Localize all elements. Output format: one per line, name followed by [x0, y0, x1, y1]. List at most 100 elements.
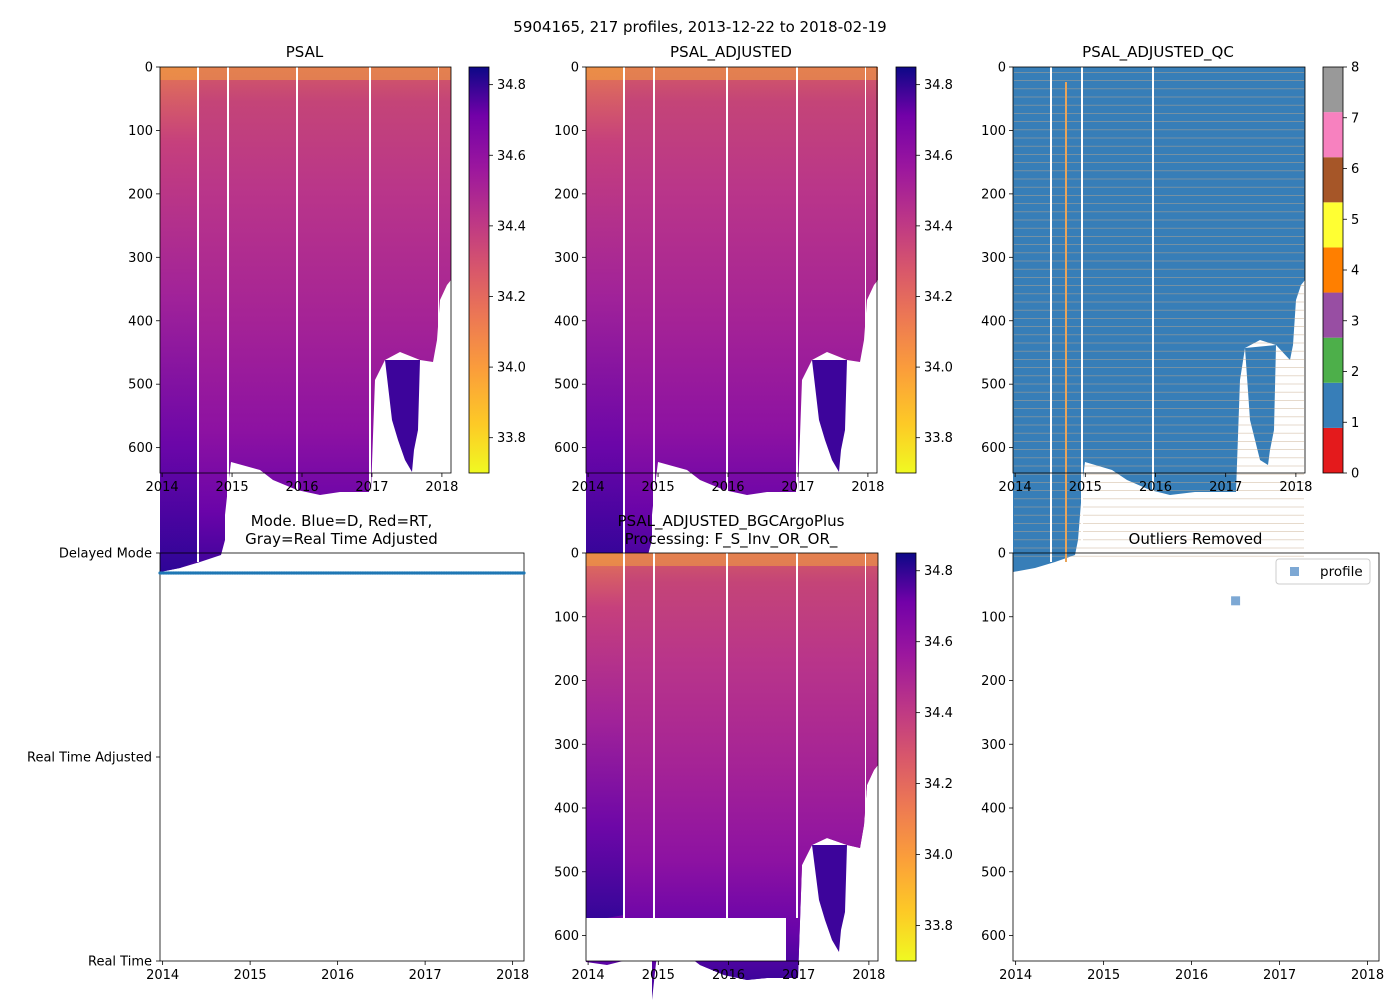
qc-flag-stripe [1014, 416, 1304, 418]
psal-qc-xtick-label: 2015 [1069, 480, 1102, 495]
psal-bgc-ytick-label: 300 [554, 738, 579, 753]
qc-flag-stripe [1014, 367, 1304, 368]
psal-qc-colorbar-ticks: 0 1 2 3 4 5 6 7 8 [1343, 61, 1359, 482]
psal-adjusted-frame [585, 66, 878, 474]
psal-qc-cbar-tick-label: 3 [1351, 314, 1359, 329]
psal-bgc-xtick-label: 2017 [782, 968, 815, 983]
outliers-ytick-label: 400 [981, 802, 1006, 817]
qc-flag-stripe [1014, 424, 1304, 426]
psal-bgc-cbar-tick-label: 34.6 [924, 635, 953, 650]
psal-gap-2 [227, 67, 229, 547]
psal-adjusted-colorbar: 33.8 34.0 34.2 34.4 34.6 34.8 [895, 66, 953, 474]
psal-frame [159, 66, 452, 474]
psal-adjusted-ytick-label: 500 [554, 378, 579, 393]
qc-flag-stripe [1014, 145, 1304, 147]
psal-adjusted-gap-3 [726, 67, 728, 497]
psal-qc-xtick-label: 2017 [1209, 480, 1242, 495]
psal-bgc-lower-field [586, 553, 878, 980]
psal-colorbar-ticks: 33.8 34.0 34.2 34.4 34.6 34.8 [489, 78, 526, 446]
qc-flag-stripe [1014, 260, 1304, 262]
psal-adjusted-xtick-label: 2015 [642, 480, 675, 495]
psal-cbar-tick-label: 34.8 [497, 78, 526, 93]
psal-surface-fresh [160, 67, 451, 80]
psal-cbar-tick-label: 34.4 [497, 219, 526, 234]
psal-qc-axes: 2014 2015 2016 2017 2018 0 100 200 300 400 500 600 [981, 61, 1312, 496]
psal-bgc-colorbar: 33.8 34.0 34.2 34.4 34.6 34.8 [895, 552, 953, 962]
qc-flag-stripe [1014, 178, 1304, 180]
outliers-xtick-label: 2014 [999, 968, 1032, 983]
panel-mode-title-line1: Mode. Blue=D, Red=RT, [251, 512, 433, 530]
outliers-points [1231, 596, 1241, 606]
qc-colorbar-segment-2 [1323, 337, 1343, 383]
psal-qc-good-field [1013, 67, 1305, 572]
qc-colorbar-segment-3 [1323, 292, 1343, 338]
qc-flag-stripe [1014, 391, 1304, 393]
qc-flag-stripe [1014, 498, 1304, 500]
qc-flag-stripe [1014, 162, 1304, 163]
psal-bgc-axes: 2014 2015 2016 2017 2018 0 100 200 300 400 500 600 [554, 547, 885, 984]
psal-bgc-ytick-label: 200 [554, 674, 579, 689]
qc-flag-stripe [1014, 203, 1304, 204]
psal-adjusted-ytick-label: 0 [571, 61, 579, 76]
qc-flag-stripe [1014, 154, 1304, 155]
psal-bgc-ytick-label: 600 [554, 929, 579, 944]
psal-qc-cbar-tick-label: 0 [1351, 467, 1359, 482]
psal-adjusted-cbar-tick-label: 34.2 [924, 290, 953, 305]
panel-psal-bgc-title-line2: Processing: F_S_Inv_OR_OR_ [625, 530, 838, 549]
psal-qc-orange-profile [1065, 82, 1067, 562]
psal-adjusted-xtick-label: 2014 [572, 480, 605, 495]
qc-flag-stripe [1014, 88, 1304, 90]
psal-colorbar-gradient [468, 66, 490, 474]
outliers-ytick-label: 100 [981, 610, 1006, 625]
panel-mode-title-line2: Gray=Real Time Adjusted [245, 530, 438, 548]
psal-bgc-surface [586, 553, 878, 566]
psal-bgc-deep-2017-tail [812, 845, 847, 952]
psal-qc-gap-3 [1152, 67, 1154, 497]
outliers-xtick-label: 2018 [1351, 968, 1384, 983]
psal-xtick-label: 2014 [146, 480, 179, 495]
panel-psal-title: PSAL [286, 43, 324, 61]
psal-adjusted-salinity-field [586, 67, 878, 572]
psal-qc-gap-2 [1081, 67, 1083, 547]
outliers-xtick-label: 2017 [1263, 968, 1296, 983]
psal-xtick-label: 2016 [285, 480, 318, 495]
qc-flag-stripe [1014, 252, 1304, 254]
panel-psal-adjusted-title: PSAL_ADJUSTED [670, 43, 792, 62]
psal-colorbar: 33.8 34.0 34.2 34.4 34.6 34.8 [468, 66, 526, 474]
psal-qc-ytick-label: 300 [981, 251, 1006, 266]
psal-qc-xtick-label: 2014 [999, 480, 1032, 495]
psal-adjusted-cbar-tick-label: 34.6 [924, 149, 953, 164]
psal-bgc-deep-mask [586, 918, 786, 961]
figure-suptitle: 5904165, 217 profiles, 2013-12-22 to 201… [513, 18, 886, 36]
psal-deep-fresh-left [160, 67, 197, 572]
qc-flag-stripe [1014, 326, 1304, 327]
psal-qc-colorbar: 0 1 2 3 4 5 6 7 8 [1322, 61, 1359, 482]
psal-ytick-label: 100 [128, 124, 153, 139]
outlier-point [1231, 596, 1241, 606]
qc-flag-stripe [1014, 219, 1304, 221]
qc-flag-stripe [1014, 449, 1304, 450]
psal-bgc-gap-5 [865, 553, 866, 853]
psal-bgc-cbar-tick-label: 34.2 [924, 777, 953, 792]
mode-xtick-label: 2015 [234, 968, 267, 983]
qc-flag-stripe [1014, 236, 1304, 237]
qc-flag-stripe [1014, 104, 1304, 106]
psal-gap-5 [438, 67, 439, 387]
psal-cbar-tick-label: 34.0 [497, 361, 526, 376]
mode-xtick-label: 2018 [496, 968, 529, 983]
panel-psal-adjusted: PSAL_ADJUSTED 2014 2015 2016 2017 2018010020… [554, 43, 953, 572]
psal-bgc-deep-left [586, 553, 624, 918]
psal-bgc-cbar-tick-label: 34.4 [924, 706, 953, 721]
mode-xtick-label: 2017 [409, 968, 442, 983]
qc-colorbar-segment-5 [1323, 202, 1343, 248]
psal-bgc-ytick-label: 500 [554, 865, 579, 880]
psal-ytick-label: 500 [128, 378, 153, 393]
qc-flag-stripe [1014, 539, 1304, 541]
psal-qc-xtick-label: 2018 [1279, 480, 1312, 495]
psal-adjusted-gap-1 [623, 67, 625, 562]
psal-ytick-label: 400 [128, 314, 153, 329]
qc-flag-stripe [1014, 186, 1304, 188]
qc-flag-stripe [1014, 514, 1304, 516]
psal-qc-xtick-label: 2016 [1139, 480, 1172, 495]
psal-qc-colorbar-segments [1323, 67, 1343, 473]
